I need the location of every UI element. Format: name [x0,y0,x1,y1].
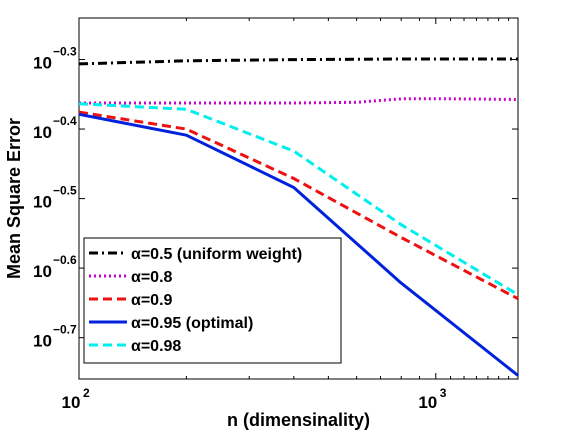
legend-label-1: α=0.5 (uniform weight) [131,246,302,263]
x-tick-label: 10 [418,393,437,412]
series-line-4 [78,112,519,377]
y-tick-label: 10 [33,193,52,212]
y-tick-label: 10 [33,332,52,351]
y-tick-exponent: −0.4 [53,114,77,128]
x-tick-exponent: 2 [83,386,90,400]
y-tick-exponent: −0.7 [53,323,77,337]
y-tick-label: 10 [33,123,52,142]
y-tick-exponent: −0.5 [53,184,77,198]
x-tick-exponent: 3 [440,386,447,400]
legend: α=0.5 (uniform weight) α=0.8 α=0.9 α=0.95 (… [83,237,342,364]
tick-layer: 10 2 10 310−0.310−0.410−0.510−0.610−0.7 [33,18,518,412]
series-line-2 [79,97,519,105]
legend-label-2: α=0.8 [131,269,173,286]
y-tick-label: 10 [33,53,52,72]
legend-box [83,237,342,364]
series-layer [78,57,519,377]
y-tick-label: 10 [33,262,52,281]
legend-label-4: α=0.95 (optimal) [131,315,253,332]
series-line-3 [78,110,519,301]
legend-label-3: α=0.9 [131,292,173,309]
x-tick-label: 10 [62,393,81,412]
y-axis-label: Mean Square Error [4,118,24,279]
x-axis-label: n (dimensinality) [227,410,370,430]
y-tick-exponent: −0.6 [53,253,77,267]
series-line-1 [78,57,518,66]
y-tick-exponent: −0.3 [53,44,77,58]
series-line-5 [78,102,519,296]
legend-label-5: α=0.98 [131,338,181,355]
